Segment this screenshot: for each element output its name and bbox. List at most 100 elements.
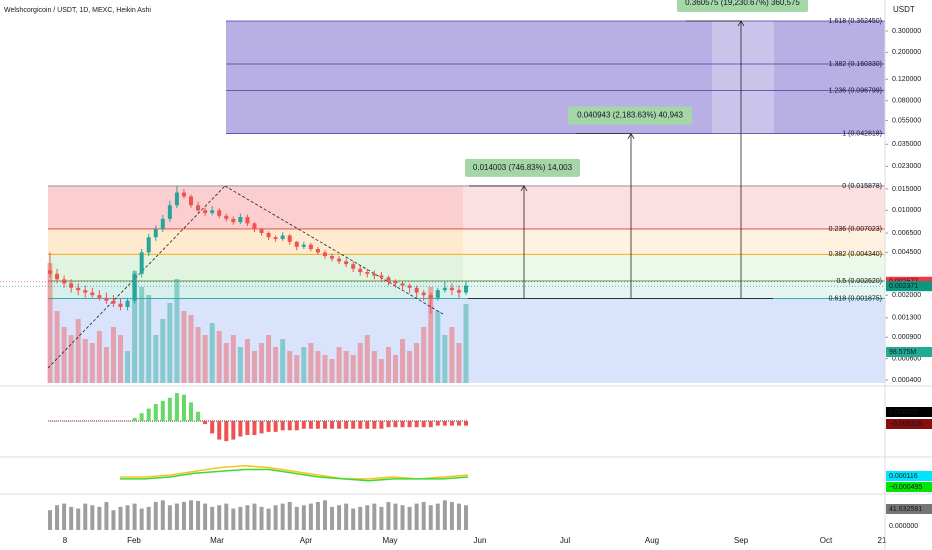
histogram-bar xyxy=(344,503,349,530)
volume-bar xyxy=(202,335,208,383)
volume-bar xyxy=(350,355,356,383)
candle-body xyxy=(167,205,172,219)
candle-body xyxy=(189,196,194,206)
volume-bar xyxy=(146,295,152,383)
macd-bar xyxy=(167,397,172,421)
volume-bar xyxy=(322,355,328,383)
macd-bar xyxy=(301,421,306,429)
histogram-bar xyxy=(111,510,116,530)
y-tick-label: 0.120000 xyxy=(892,76,921,83)
fib-label: 0.5 (0.002620) xyxy=(836,278,882,285)
macd-bar xyxy=(62,421,67,422)
macd-bar xyxy=(132,417,137,421)
trend-line xyxy=(224,185,444,315)
macd-bar xyxy=(238,421,243,437)
y-tick-label: 0.300000 xyxy=(892,28,921,35)
candle-body xyxy=(322,252,327,257)
badge xyxy=(886,281,932,292)
volume-bar xyxy=(414,343,420,383)
histogram-bar xyxy=(358,506,363,530)
volume-bar xyxy=(174,279,180,383)
candle-body xyxy=(224,215,229,219)
histogram-bar xyxy=(322,500,327,530)
chart-title: Welshcorgicoin / USDT, 1D, MEXC, Heikin … xyxy=(4,7,151,14)
histogram-bar xyxy=(217,505,222,530)
macd-bar xyxy=(210,421,215,434)
macd-bar xyxy=(196,411,201,421)
histogram-bar xyxy=(196,500,201,530)
volume-bar xyxy=(280,339,286,383)
macd-bar xyxy=(153,403,158,421)
volume-bar xyxy=(329,359,335,383)
candle-body xyxy=(83,290,88,293)
candle-body xyxy=(153,229,158,238)
volume-bar xyxy=(428,287,434,383)
macd-bar xyxy=(125,421,130,422)
histogram-bar xyxy=(294,506,299,530)
macd-bar xyxy=(322,421,327,429)
histogram-bar xyxy=(414,503,419,530)
badge-label: 98.575M xyxy=(889,349,916,356)
candle-body xyxy=(358,268,363,273)
volume-bar xyxy=(392,355,398,383)
volume-bar xyxy=(110,327,116,383)
histogram-bar xyxy=(210,506,215,530)
badge-label: 0.002371 xyxy=(889,283,918,290)
candle-body xyxy=(287,235,292,242)
candle-body xyxy=(69,283,74,288)
macd-bar xyxy=(421,421,426,428)
histogram-bar xyxy=(62,503,67,530)
macd-bar xyxy=(48,421,52,422)
y-tick-label: 0.055000 xyxy=(892,117,921,124)
macd-bar xyxy=(181,394,186,421)
volume-bar xyxy=(371,351,377,383)
macd-bar xyxy=(330,421,335,429)
macd-bar xyxy=(365,421,370,429)
histogram-bar xyxy=(393,503,398,530)
macd-bar xyxy=(435,421,440,426)
x-tick-label: Oct xyxy=(820,536,833,545)
candle-body xyxy=(372,273,377,276)
badge xyxy=(886,347,932,357)
volume-bar xyxy=(54,311,60,383)
fib-label: 1.236 (0.096799) xyxy=(829,87,882,94)
candle-body xyxy=(231,218,236,223)
macd-bar xyxy=(266,421,271,432)
candle-body xyxy=(62,279,67,284)
x-tick-label: Feb xyxy=(127,536,141,545)
fib-zone xyxy=(48,228,885,255)
target-box xyxy=(568,106,692,125)
macd-bar xyxy=(273,421,278,432)
badge-label: −0.000495 xyxy=(889,484,922,491)
fib-zone xyxy=(226,21,885,134)
histogram-bar xyxy=(386,501,391,530)
macd-bar xyxy=(69,421,74,422)
histogram-bar xyxy=(252,503,257,530)
x-tick-label: Jul xyxy=(560,536,570,545)
candle-body xyxy=(442,287,447,291)
volume-bar xyxy=(421,327,427,383)
histogram-bar xyxy=(238,506,243,530)
candle-body xyxy=(111,300,116,304)
volume-bar xyxy=(216,331,222,383)
histogram-bar xyxy=(407,506,412,530)
volume-bar xyxy=(103,347,109,383)
volume-bar xyxy=(364,335,370,383)
target-label: 0.040943 (2,183.63%) 40,943 xyxy=(577,111,683,120)
macd-bar xyxy=(174,393,179,421)
volume-bar xyxy=(89,343,95,383)
histogram-bar xyxy=(97,506,102,530)
currency: USDT xyxy=(893,5,915,14)
histogram-bar xyxy=(308,503,313,530)
candle-body xyxy=(449,287,454,291)
candle-body xyxy=(55,273,60,280)
histogram-bar xyxy=(464,505,468,530)
volume-bar xyxy=(273,347,279,383)
fib-label: 1.382 (0.160330) xyxy=(829,61,882,68)
histogram-bar xyxy=(280,503,285,530)
macd-bar xyxy=(337,421,342,429)
candle-body xyxy=(252,223,257,230)
histogram-bar xyxy=(231,508,236,530)
macd-bar xyxy=(449,421,454,426)
